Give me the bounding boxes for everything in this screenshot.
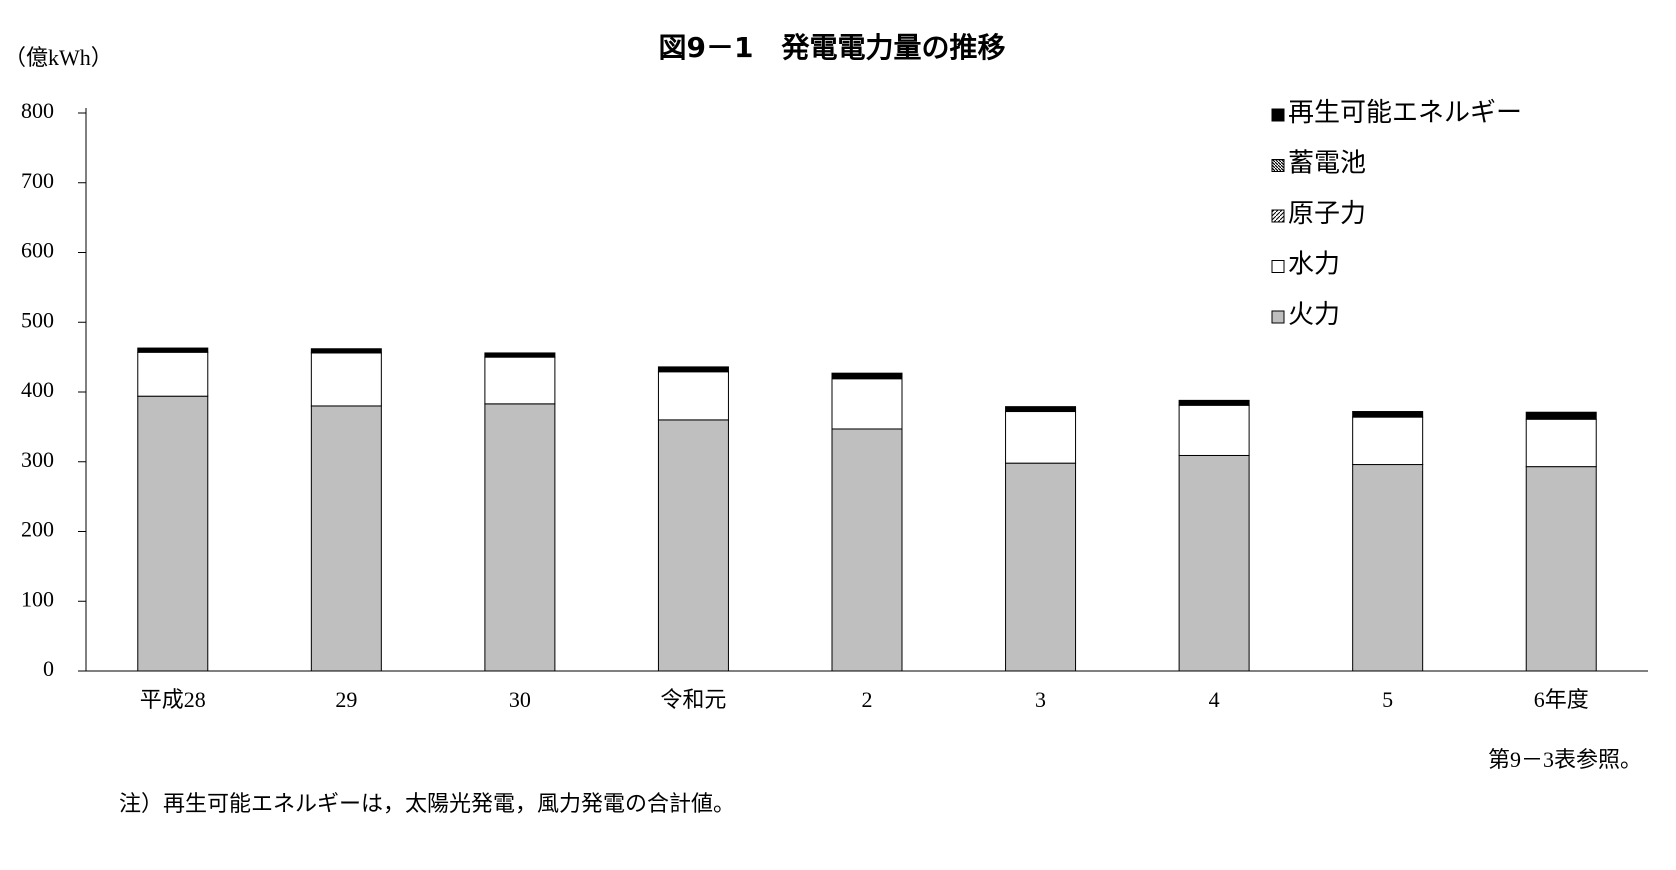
bar-segment <box>137 347 209 353</box>
note: 注）再生可能エネルギーは，太陽光発電，風力発電の合計値。 <box>119 791 735 816</box>
bar-segment <box>657 419 729 672</box>
source: 第9－3表参照。 <box>1488 747 1642 772</box>
bar-segment <box>1525 411 1597 420</box>
x-tick-label: 3 <box>1035 687 1046 712</box>
bar-segment <box>137 351 209 397</box>
y-tick-label: 300 <box>21 447 54 472</box>
y-tick-label: 700 <box>21 168 54 193</box>
x-tick-label: 29 <box>335 687 357 712</box>
y-tick-label: 200 <box>21 517 54 542</box>
bar-segment <box>1005 411 1077 464</box>
bar-segment <box>1352 464 1424 672</box>
x-tick-label: 6年度 <box>1534 687 1589 712</box>
x-tick-label: 2 <box>862 687 873 712</box>
legend-swatch <box>1271 310 1285 324</box>
y-tick-label: 600 <box>21 238 54 263</box>
x-tick-label: 平成28 <box>140 687 206 712</box>
bar-segment <box>484 352 556 358</box>
bar-segment <box>657 366 729 373</box>
x-tick-label: 令和元 <box>660 687 726 712</box>
bar-segment <box>831 428 903 672</box>
x-tick-label: 30 <box>509 687 531 712</box>
bar-segment <box>1352 411 1424 418</box>
y-tick-label: 800 <box>21 98 54 123</box>
bar-segment <box>484 356 556 405</box>
x-tick-label: 5 <box>1382 687 1393 712</box>
bar-segment <box>1178 399 1250 406</box>
bar-segment <box>1005 406 1077 413</box>
x-tick-label: 4 <box>1209 687 1220 712</box>
bar-segment <box>657 371 729 421</box>
legend-swatch <box>1271 260 1285 273</box>
legend-swatch <box>1271 159 1285 172</box>
bar-segment <box>1178 404 1250 456</box>
legend-label: 原子力 <box>1288 199 1366 228</box>
y-tick-label: 100 <box>21 586 54 611</box>
bar-segment <box>1525 466 1597 672</box>
y-tick-label: 400 <box>21 377 54 402</box>
bar-segment <box>310 405 382 672</box>
chart-title: 図9－1 発電電力量の推移 <box>659 31 1006 64</box>
bar-segment <box>310 348 382 354</box>
bar-segment <box>484 403 556 672</box>
bar-segment <box>137 395 209 672</box>
bar-segment <box>1352 416 1424 466</box>
legend-swatch <box>1271 209 1285 223</box>
legend-label: 火力 <box>1288 300 1340 329</box>
legend-swatch <box>1271 108 1285 122</box>
legend-label: 蓄電池 <box>1288 148 1366 177</box>
bar-segment <box>310 352 382 407</box>
bar-segment <box>831 372 903 380</box>
bar-segment <box>831 378 903 430</box>
bar-segment <box>1005 462 1077 672</box>
legend-label: 再生可能エネルギー <box>1288 98 1522 127</box>
y-tick-label: 500 <box>21 307 54 332</box>
y-tick-label: 0 <box>43 656 54 681</box>
legend-label: 水力 <box>1288 249 1340 278</box>
y-axis-label: （億kWh） <box>4 45 113 70</box>
bar-segment <box>1525 418 1597 468</box>
bar-segment <box>1178 454 1250 672</box>
